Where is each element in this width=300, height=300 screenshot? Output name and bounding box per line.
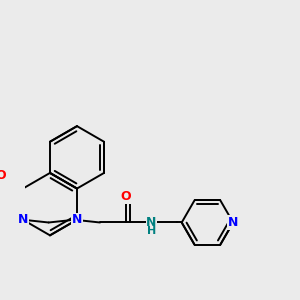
Text: N: N bbox=[228, 216, 238, 229]
Text: N: N bbox=[72, 213, 82, 226]
Text: N: N bbox=[18, 213, 28, 226]
Text: O: O bbox=[120, 190, 131, 203]
Text: O: O bbox=[0, 169, 6, 182]
Text: H: H bbox=[147, 226, 156, 236]
Text: N: N bbox=[146, 216, 157, 229]
